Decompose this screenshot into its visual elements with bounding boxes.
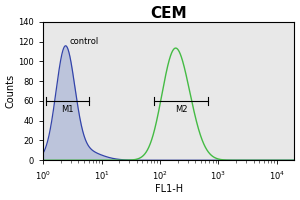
Title: CEM: CEM — [151, 6, 187, 21]
Text: M2: M2 — [175, 105, 187, 114]
Text: control: control — [69, 37, 99, 46]
X-axis label: FL1-H: FL1-H — [155, 184, 183, 194]
Y-axis label: Counts: Counts — [6, 74, 16, 108]
Text: M1: M1 — [61, 105, 74, 114]
